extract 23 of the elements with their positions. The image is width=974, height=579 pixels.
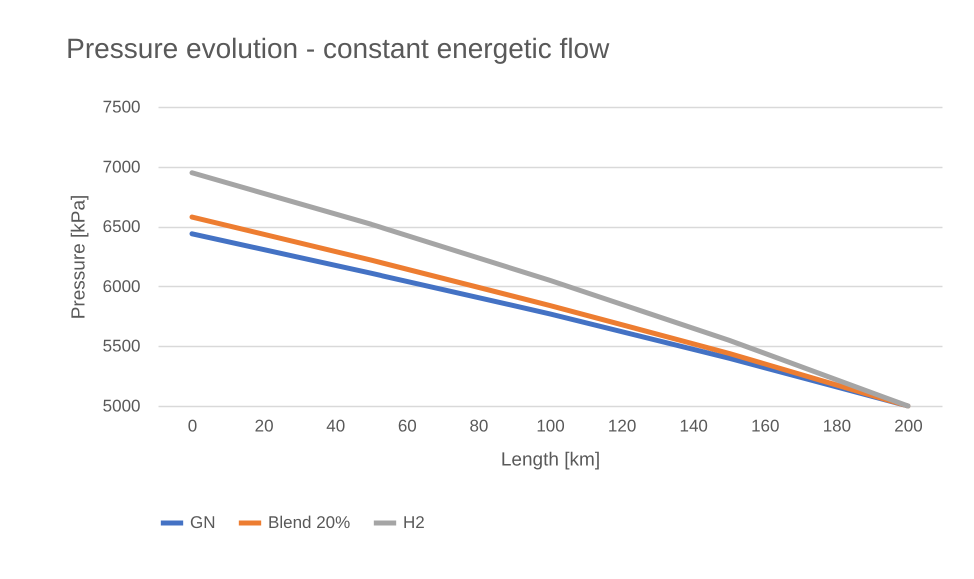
legend-label: GN: [190, 513, 216, 532]
legend-label: Blend 20%: [268, 513, 350, 532]
chart-title: Pressure evolution - constant energetic flow: [66, 33, 610, 64]
x-tick-label: 20: [254, 416, 274, 436]
y-tick-label: 5500: [102, 336, 140, 356]
y-axis-title: Pressure [kPa]: [68, 194, 90, 320]
y-tick-label: 5000: [102, 396, 140, 416]
x-tick-label: 60: [398, 416, 417, 436]
x-axis-title: Length [km]: [500, 450, 600, 470]
x-tick-label: 120: [608, 416, 636, 436]
legend-label: H2: [403, 513, 425, 532]
x-tick-label: 100: [536, 416, 565, 436]
y-tick-label: 7500: [102, 98, 140, 116]
y-tick-label: 6500: [102, 217, 140, 236]
x-tick-label: 40: [326, 416, 346, 436]
y-tick-label: 7000: [102, 157, 140, 176]
y-tick-label: 6000: [102, 276, 140, 296]
x-tick-label: 0: [188, 416, 198, 436]
x-tick-label: 140: [680, 416, 708, 436]
x-tick-label: 80: [469, 416, 488, 436]
x-tick-label: 180: [822, 416, 852, 436]
x-tick-label: 160: [751, 416, 780, 436]
x-tick-label: 200: [894, 416, 923, 436]
